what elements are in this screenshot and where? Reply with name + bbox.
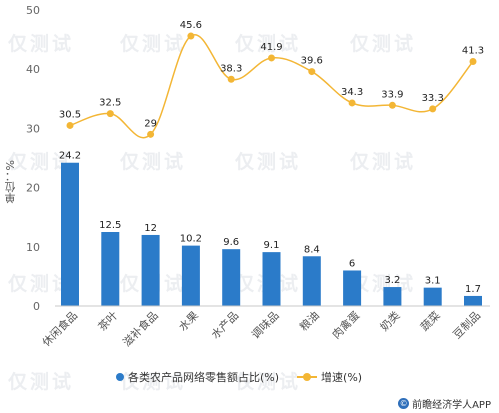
watermark-text: 仅测试 — [349, 33, 416, 55]
x-tick-label: 调味品 — [249, 309, 282, 342]
bar-value-label: 9.6 — [223, 237, 239, 248]
brand-logo-icon: © — [398, 398, 410, 409]
watermark-layer: 仅测试仅测试仅测试仅测试仅测试仅测试仅测试仅测试仅测试仅测试仅测试仅测试仅测试仅… — [7, 33, 416, 393]
x-tick-label: 奶类 — [377, 308, 402, 333]
x-tick-label: 蔬菜 — [418, 309, 443, 334]
growth-line — [69, 33, 474, 139]
bar — [61, 162, 79, 306]
legend-bar-label: 各类农产品网络零售额占比(%) — [128, 371, 280, 384]
line-value-label: 33.3 — [422, 93, 444, 104]
line-series: 30.5 32.5 29 45.6 38.3 41.9 39.6 34.3 33.9 33.3 41… — [59, 20, 484, 139]
line-point — [388, 101, 396, 109]
watermark-text: 仅测试 — [234, 151, 301, 173]
line-value-label: 32.5 — [99, 98, 121, 109]
watermark-text: 仅测试 — [119, 151, 186, 173]
y-tick-label: 50 — [26, 4, 40, 17]
line-value-label: 41.9 — [260, 42, 282, 53]
legend-item-line[interactable]: 增速(%) — [297, 369, 362, 385]
bar-value-label: 12 — [144, 223, 157, 234]
source-text: 前瞻经济学人APP — [412, 400, 491, 411]
bar — [302, 256, 321, 306]
legend-line-swatch — [297, 373, 318, 381]
line-point — [469, 58, 477, 66]
bar-value-label: 6 — [349, 258, 355, 269]
bar-value-label: 24.2 — [59, 151, 81, 162]
source-credit: © 前瞻经济学人APP — [398, 396, 491, 411]
bar — [222, 249, 241, 306]
line-point — [308, 68, 316, 76]
line-value-label: 34.3 — [341, 87, 363, 98]
line-value-label: 39.6 — [301, 56, 323, 67]
bar-value-label: 1.7 — [465, 284, 481, 295]
bar-value-label: 8.4 — [304, 244, 320, 255]
legend-item-bar[interactable]: 各类农产品网络零售额占比(%) — [116, 369, 279, 385]
bar — [141, 234, 160, 306]
line-point — [66, 121, 74, 129]
bar-series: 24.2 12.5 12 10.2 9.6 9.1 8.4 6 3.2 3.1 1.7 — [59, 151, 482, 306]
bar — [423, 287, 442, 306]
watermark-text: 仅测试 — [7, 371, 74, 393]
x-axis: 休闲食品 茶叶 滋补食品 水果 水产品 调味品 粮油 肉禽蛋 奶类 蔬菜 豆制品 — [39, 305, 490, 349]
watermark-text: 仅测试 — [7, 151, 74, 173]
y-tick-label: 30 — [26, 122, 40, 135]
line-point — [429, 105, 437, 113]
line-point — [348, 99, 356, 107]
bar — [343, 270, 362, 306]
x-tick-label: 休闲食品 — [39, 308, 80, 349]
x-tick-label: 水产品 — [208, 308, 241, 341]
y-axis: 0 10 20 30 40 50 — [26, 4, 40, 313]
watermark-text: 仅测试 — [7, 273, 74, 295]
line-point — [187, 32, 195, 40]
legend: 各类农产品网络零售额占比(%) 增速(%) — [116, 369, 380, 385]
bar — [383, 287, 402, 306]
x-tick-label: 水果 — [176, 309, 201, 334]
bar-value-label: 3.1 — [425, 276, 441, 287]
bar — [262, 252, 281, 306]
y-tick-label: 10 — [26, 241, 40, 254]
watermark-text: 仅测试 — [349, 151, 416, 173]
line-point — [147, 130, 155, 138]
line-value-label: 45.6 — [180, 20, 202, 31]
legend-line-label: 增速(%) — [321, 371, 363, 384]
line-value-label: 41.3 — [462, 46, 484, 57]
line-value-label: 38.3 — [220, 63, 242, 74]
x-tick-label: 豆制品 — [451, 309, 484, 342]
watermark-text: 仅测试 — [119, 371, 186, 393]
legend-bar-swatch — [116, 373, 124, 381]
x-tick-label: 粮油 — [296, 308, 321, 333]
y-tick-label: 40 — [26, 63, 40, 76]
line-value-label: 33.9 — [381, 89, 403, 100]
bar — [101, 232, 120, 306]
y-axis-label: 单位：% — [4, 160, 17, 204]
line-value-label: 30.5 — [59, 109, 81, 120]
bar — [181, 245, 200, 306]
bar-value-label: 12.5 — [99, 220, 121, 231]
bar — [464, 295, 482, 306]
watermark-text: 仅测试 — [7, 33, 74, 55]
line-point — [106, 110, 114, 118]
x-tick-label: 茶叶 — [96, 309, 121, 334]
bar-value-label: 3.2 — [384, 275, 400, 286]
line-point — [268, 54, 275, 62]
x-tick-label: 肉禽蛋 — [329, 308, 362, 341]
y-tick-label: 0 — [33, 300, 40, 313]
watermark-text: 仅测试 — [234, 33, 301, 55]
watermark-text: 仅测试 — [234, 371, 301, 393]
line-value-label: 29 — [144, 118, 157, 129]
x-tick-label: 滋补食品 — [120, 308, 161, 349]
y-tick-label: 20 — [26, 182, 40, 195]
line-point — [227, 75, 235, 83]
watermark-text: 仅测试 — [119, 33, 186, 55]
bar-value-label: 10.2 — [180, 234, 202, 245]
bar-value-label: 9.1 — [264, 240, 280, 251]
